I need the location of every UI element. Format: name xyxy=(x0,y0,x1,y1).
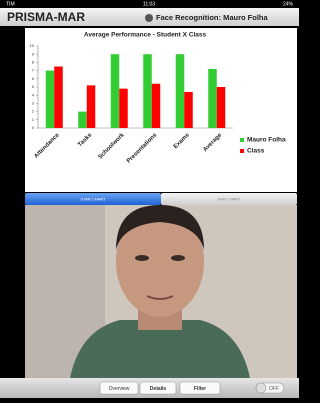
bar xyxy=(119,89,128,128)
info-icon[interactable] xyxy=(145,14,153,22)
legend-swatch xyxy=(240,138,244,142)
y-tick-label: 10 xyxy=(30,43,35,48)
bar xyxy=(111,54,120,128)
tab-label: STAR CHART xyxy=(80,197,106,202)
bar xyxy=(208,69,217,128)
chart-panel xyxy=(25,28,297,192)
page: TIM 11:03 24% PRISMA-MAR Face Recognitio… xyxy=(0,0,299,398)
carrier: TIM xyxy=(6,1,15,7)
bar xyxy=(176,54,185,128)
bar xyxy=(217,87,226,128)
bar xyxy=(78,112,87,128)
legend-swatch xyxy=(240,149,244,153)
bar xyxy=(54,67,63,129)
legend-label: Class xyxy=(247,148,265,155)
app-name: PRISMA-MAR xyxy=(7,10,85,24)
screen: TIM 11:03 24% PRISMA-MAR Face Recognitio… xyxy=(0,0,299,398)
bar xyxy=(184,92,193,128)
toolbar-button-label: Filter xyxy=(194,386,206,392)
toolbar-button-label: Details xyxy=(150,386,167,392)
time: 11:03 xyxy=(143,1,155,7)
chart-title: Average Performance - Student X Class xyxy=(84,32,207,39)
bar xyxy=(152,84,161,128)
toggle-knob xyxy=(256,383,266,393)
bar xyxy=(87,85,96,128)
bar xyxy=(46,71,55,128)
bar xyxy=(143,54,152,128)
battery: 24% xyxy=(283,1,294,7)
toggle-label: OFF xyxy=(269,386,279,392)
legend-label: Mauro Folha xyxy=(247,137,286,144)
toolbar-button-label: Overview xyxy=(109,386,130,392)
camera-photo xyxy=(25,205,297,378)
subject: Face Recognition: Mauro Folha xyxy=(156,13,269,22)
tab-label: BAR CHART xyxy=(217,197,241,202)
